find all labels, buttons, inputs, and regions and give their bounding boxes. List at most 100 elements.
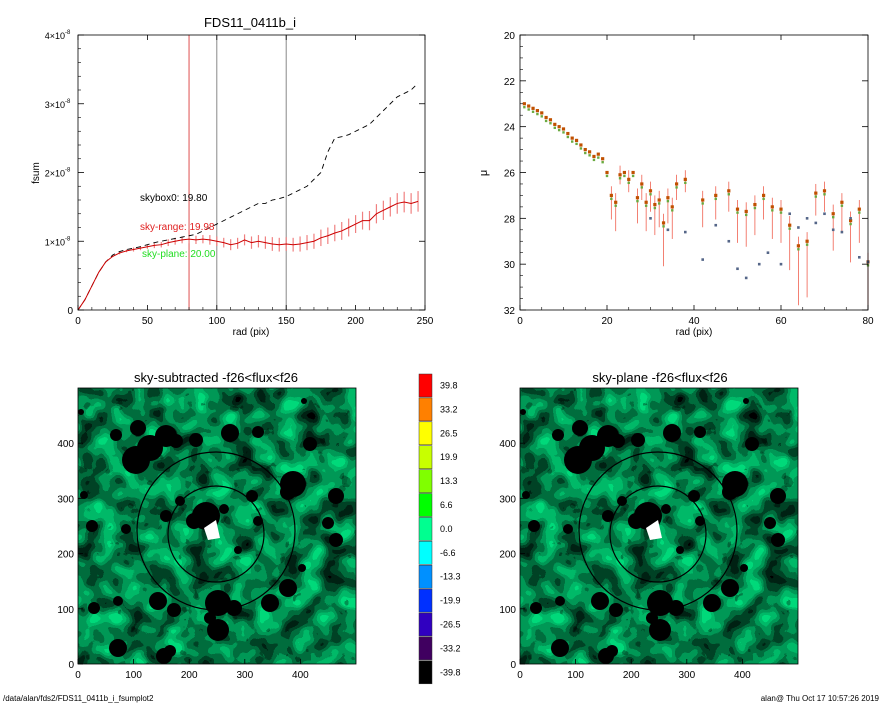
x-tick-label: 100 — [125, 670, 142, 681]
colorbar-swatch — [418, 469, 433, 493]
sky-plane-frame — [519, 387, 799, 665]
mu-point-green — [531, 110, 535, 113]
x-tick-label: 40 — [688, 316, 700, 327]
mu-point-green — [610, 197, 613, 201]
y-tick-label: 30 — [504, 260, 516, 271]
mu-point-alt — [797, 226, 800, 229]
mu-x-axis-label: rad (pix) — [676, 327, 713, 338]
surface-brightness-axes: 0 20 40 60 80 20 22 24 26 28 30 32 — [504, 31, 874, 327]
mu-point-green — [840, 204, 844, 207]
colorbar: 39.8 33.2 26.5 19.9 13.3 6.6 0.0 -6.6 -13.3 -19.9… — [418, 373, 461, 685]
mu-point — [840, 200, 844, 204]
mu-point-green — [579, 147, 583, 150]
colorbar-swatch — [418, 493, 433, 517]
surface-brightness-plot: 0 20 40 60 80 20 22 24 26 28 30 32 rad (pix) μ — [478, 31, 874, 338]
mu-point — [566, 131, 570, 136]
mu-point — [583, 147, 587, 152]
mu-point — [857, 207, 861, 211]
mu-point — [683, 177, 687, 181]
mu-point — [640, 182, 644, 186]
mu-point-green — [588, 154, 591, 157]
mu-point-green — [779, 211, 783, 214]
colorbar-level-label: 26.5 — [440, 428, 458, 438]
mu-point — [831, 212, 835, 216]
colorbar-swatch — [418, 421, 433, 446]
colorbar-swatch — [418, 636, 433, 661]
mu-point — [553, 122, 557, 126]
colorbar-level-label: 0.0 — [440, 524, 453, 534]
mu-point-alt — [736, 267, 739, 271]
colorbar-level-label: -6.6 — [440, 548, 456, 558]
mu-point — [579, 143, 583, 147]
fsum-plot-series — [77, 82, 419, 311]
mu-point — [627, 177, 631, 181]
mu-point — [735, 207, 740, 211]
y-tick-label: 26 — [504, 169, 516, 180]
colorbar-swatch — [418, 541, 433, 565]
mu-point-green — [627, 181, 630, 185]
mu-point-green — [832, 215, 835, 219]
mu-point-green — [858, 211, 861, 214]
mu-point-alt — [823, 212, 826, 216]
y-tick-label: 200 — [57, 550, 74, 561]
y-tick-exponent: -8 — [65, 236, 71, 242]
mu-point — [849, 219, 853, 223]
mu-point-green — [788, 227, 791, 230]
mu-point-green — [562, 131, 565, 134]
y-tick-label: 400 — [57, 439, 74, 450]
mu-point-green — [653, 206, 657, 210]
mu-point-green — [623, 174, 626, 178]
mu-point-green — [753, 206, 757, 210]
y-tick-label: 400 — [499, 439, 516, 450]
mu-point — [570, 136, 574, 140]
mu-point-green — [671, 209, 674, 212]
colorbar-level-label: -13.3 — [440, 572, 461, 582]
mu-point-green — [571, 140, 574, 143]
mu-point-green — [823, 193, 826, 196]
mu-point — [535, 109, 539, 113]
mu-point-green — [701, 202, 704, 205]
mu-point — [666, 196, 670, 200]
mu-point-green — [684, 181, 687, 185]
y-tick-label: 22 — [504, 77, 516, 88]
colorbar-level-label: -39.8 — [440, 667, 461, 677]
mu-point-alt — [779, 262, 783, 266]
mu-point-green — [658, 202, 661, 205]
x-tick-label: 300 — [236, 670, 253, 681]
mu-point-green — [631, 174, 635, 178]
mu-point-green — [797, 248, 800, 251]
mu-point — [727, 189, 731, 193]
mu-point-green — [771, 209, 774, 212]
dashed-fsum-line — [77, 82, 419, 311]
mu-point-green — [540, 115, 543, 118]
mu-point — [548, 118, 553, 122]
x-tick-label: 200 — [623, 670, 640, 681]
x-tick-label: 300 — [678, 670, 695, 681]
y-tick-label: 1×10 — [45, 237, 65, 247]
sky-subtracted-title: sky-subtracted -f26<flux<f26 — [134, 370, 298, 385]
mu-point-alt — [831, 228, 835, 232]
mu-point-alt — [788, 212, 791, 216]
sky-plane-annotation: sky-plane: 20.00 — [142, 249, 216, 260]
y-tick-label: 300 — [57, 494, 74, 505]
y-tick-label: 100 — [57, 605, 74, 616]
mu-point-green — [597, 156, 600, 159]
mu-point-alt — [666, 228, 670, 232]
mu-point — [744, 209, 748, 214]
mu-point-green — [536, 112, 539, 116]
colorbar-swatch — [418, 517, 433, 541]
mu-point-alt — [684, 230, 687, 234]
y-tick-label: 300 — [499, 494, 516, 505]
mu-point — [675, 182, 679, 186]
mu-point — [644, 200, 648, 204]
mu-point-alt — [858, 255, 861, 259]
y-tick-label: 32 — [504, 306, 516, 317]
mu-point-green — [523, 105, 526, 109]
x-tick-label: 250 — [417, 316, 434, 327]
mu-point-green — [849, 222, 852, 226]
mu-point-green — [762, 197, 765, 201]
mu-point-green — [644, 204, 648, 207]
fsum-plot-frame — [77, 34, 426, 311]
mu-point-green — [592, 158, 596, 162]
